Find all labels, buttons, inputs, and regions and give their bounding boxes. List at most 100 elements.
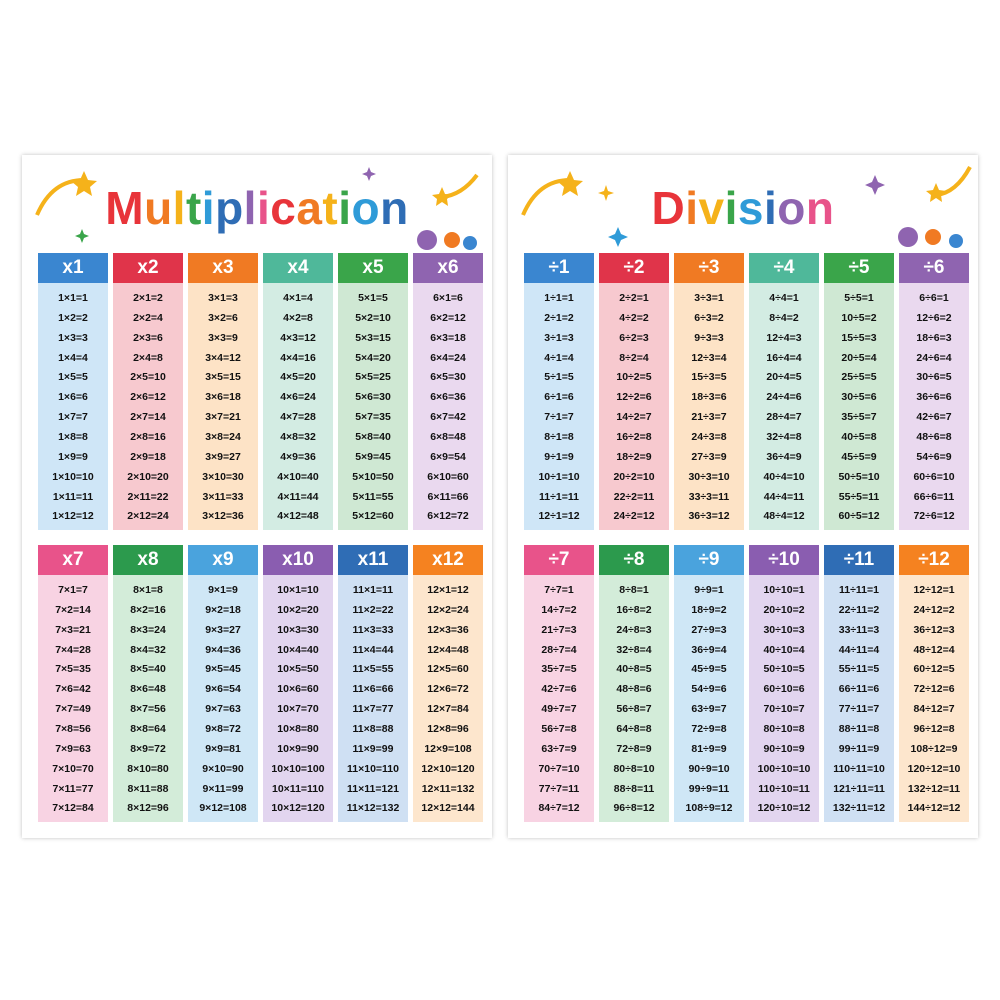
table-body: 6÷6=1 12÷6=2 18÷6=3 24÷6=4 30÷6=5 36÷6=6 42÷6=… <box>899 283 969 530</box>
table-row: 12×6=72 <box>427 683 469 696</box>
table-row: 5×8=40 <box>355 430 391 443</box>
table-row: 36÷9=4 <box>691 643 727 656</box>
table-row: 10×12=120 <box>271 802 325 815</box>
table-row: 4×6=24 <box>280 391 316 404</box>
table-row: 5×12=60 <box>352 510 394 523</box>
table-row: 3×10=30 <box>202 470 244 483</box>
table-row: 70÷7=10 <box>538 762 580 775</box>
table-row: 9×12=108 <box>199 802 247 815</box>
table-header: ÷12 <box>899 545 969 575</box>
table-row: 5×5=25 <box>355 371 391 384</box>
table-row: 16÷4=4 <box>766 351 802 364</box>
table-header: ÷9 <box>674 545 744 575</box>
table-row: 6÷1=6 <box>544 391 574 404</box>
table-row: 56÷8=7 <box>616 703 652 716</box>
table-row: 9×2=18 <box>205 603 241 616</box>
table-row: 9×1=9 <box>208 584 238 596</box>
title-letter: i <box>763 182 778 234</box>
table-row: 110÷11=10 <box>833 762 885 775</box>
title-letter: l <box>243 182 257 234</box>
table-body: 6×1=6 6×2=12 6×3=18 6×4=24 6×5=30 6×6=36 6×7=4… <box>413 283 483 530</box>
table-row: 5×11=55 <box>352 490 394 503</box>
table-row: 77÷11=7 <box>838 703 880 716</box>
table-row: 4÷2=2 <box>619 311 649 324</box>
table-row: 5×10=50 <box>352 470 394 483</box>
table-row: 7×12=84 <box>52 802 94 815</box>
title-letter: i <box>201 182 216 234</box>
table-row: 7×8=56 <box>55 722 91 735</box>
table-row: 8×7=56 <box>130 703 166 716</box>
table-row: 2×12=24 <box>127 510 169 523</box>
table-body: 1×1=1 1×2=2 1×3=3 1×4=4 1×5=5 1×6=6 1×7=7 1×8=8… <box>38 283 108 530</box>
table-header: x4 <box>263 253 333 283</box>
table-row: 20÷4=5 <box>766 371 802 384</box>
table-row: 1×12=12 <box>52 510 94 523</box>
table-header: x9 <box>188 545 258 575</box>
table-row: 6×7=42 <box>430 411 466 424</box>
table-row: 50÷5=10 <box>838 470 880 483</box>
title-letter: n <box>805 182 835 234</box>
table-row: 42÷7=6 <box>541 683 577 696</box>
table-row: 11×12=132 <box>346 802 400 815</box>
table-row: 6×5=30 <box>430 371 466 384</box>
table-row: 70÷10=7 <box>763 703 805 716</box>
table-row: 72÷9=8 <box>691 722 727 735</box>
table-row: 1×8=8 <box>58 430 88 443</box>
table-row: 3×5=15 <box>205 371 241 384</box>
table-row: 8÷4=2 <box>769 311 799 324</box>
decoration <box>35 167 479 250</box>
table-row: 30÷3=10 <box>688 470 730 483</box>
table-body: 8×1=8 8×2=16 8×3=24 8×4=32 8×5=40 8×6=48 8×7=5… <box>113 575 183 822</box>
table-row: 7×3=21 <box>55 623 91 636</box>
table-row: 24÷8=3 <box>616 623 652 636</box>
title-letter: l <box>172 182 186 234</box>
title-letter: s <box>737 182 764 234</box>
table-header: ÷3 <box>674 253 744 283</box>
table-row: 3×7=21 <box>205 411 241 424</box>
table-row: 3×8=24 <box>205 430 241 443</box>
table-row: 48÷4=12 <box>763 510 805 523</box>
table-body: 2÷2=1 4÷2=2 6÷2=3 8÷2=4 10÷2=5 12÷2=6 14÷2=7 16… <box>599 283 669 530</box>
table-row: 1×7=7 <box>58 411 88 424</box>
table-row: 48÷6=8 <box>916 430 952 443</box>
table-row: 80÷8=10 <box>613 762 655 775</box>
table-row: 6×10=60 <box>427 470 469 483</box>
table-row: 121÷11=11 <box>833 782 885 795</box>
table-row: 1×4=4 <box>58 351 88 364</box>
table-row: 49÷7=7 <box>541 703 577 716</box>
table-row: 11×8=88 <box>352 722 394 735</box>
table-body: 9÷9=1 18÷9=2 27÷9=3 36÷9=4 45÷9=5 54÷9=6 63÷9=… <box>674 575 744 822</box>
table-row: 100÷10=10 <box>757 762 811 775</box>
table-row: 9×3=27 <box>205 623 241 636</box>
table-row: 33÷11=3 <box>838 623 880 636</box>
table-row: 12×9=108 <box>424 742 472 755</box>
table-row: 6÷6=1 <box>919 292 949 304</box>
table-row: 35÷5=7 <box>841 411 877 424</box>
table-row: 4×8=32 <box>280 430 316 443</box>
table-header: ÷5 <box>824 253 894 283</box>
table-body: 7×1=7 7×2=14 7×3=21 7×4=28 7×5=35 7×6=42 7×7=4… <box>38 575 108 822</box>
table-row: 8×11=88 <box>127 782 169 795</box>
table-row: 11×6=66 <box>352 683 394 696</box>
table-row: 40÷10=4 <box>763 643 805 656</box>
table-row: 66÷11=6 <box>838 683 880 696</box>
table-row: 7÷7=1 <box>544 584 574 596</box>
table-row: 84÷7=12 <box>538 802 580 815</box>
table-header: x3 <box>188 253 258 283</box>
table-row: 50÷10=5 <box>763 663 805 676</box>
table-body: 11×1=11 11×2=22 11×3=33 11×4=44 11×5=55 11×6=… <box>338 575 408 822</box>
table-row: 10×7=70 <box>277 703 319 716</box>
table-row: 5×2=10 <box>355 311 391 324</box>
table-row: 90÷10=9 <box>763 742 805 755</box>
table-row: 27÷9=3 <box>691 623 727 636</box>
table-row: 32÷4=8 <box>766 430 802 443</box>
table-row: 9×8=72 <box>205 722 241 735</box>
title-letter: t <box>322 182 339 234</box>
title-letter: n <box>380 182 409 234</box>
table-row: 7×9=63 <box>55 742 91 755</box>
table-row: 5×1=5 <box>358 292 388 304</box>
table-row: 108÷9=12 <box>685 802 733 815</box>
title-letter: i <box>685 182 699 234</box>
table-row: 10÷1=10 <box>538 470 580 483</box>
table-row: 10×5=50 <box>277 663 319 676</box>
